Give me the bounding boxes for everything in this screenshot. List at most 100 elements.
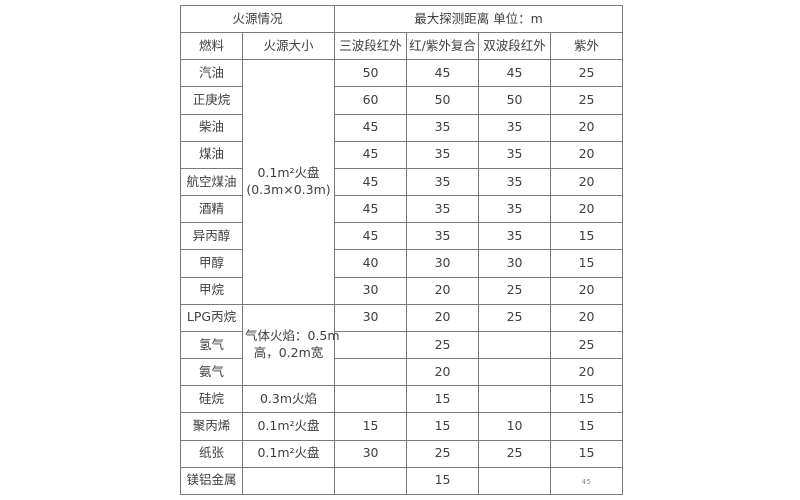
table-row: 硅烷 0.3m火焰 15 15 xyxy=(180,385,624,414)
cell-ir-uv-combo: 50 xyxy=(406,86,480,115)
cell-uv: 15 xyxy=(550,222,624,251)
cell-fire-size: 0.1m²火盘 xyxy=(241,412,336,441)
cell-ir-uv-combo: 20 xyxy=(406,276,480,305)
cell-dual-band-ir: 30 xyxy=(478,249,552,278)
cell-fuel: 酒精 xyxy=(180,195,243,224)
cell-fire-size: 0.3m火焰 xyxy=(241,385,336,414)
cell-fuel: 异丙醇 xyxy=(180,222,243,251)
cell-fuel: 纸张 xyxy=(180,439,243,468)
table-column-header-row: 燃料 火源大小 三波段红外 红/紫外复合 双波段红外 紫外 xyxy=(180,32,624,61)
table-row: 汽油 0.1m²火盘 (0.3m×0.3m) 50 45 45 25 xyxy=(180,59,624,305)
cell-dual-band-ir: 35 xyxy=(478,113,552,142)
cell-fire-size-gas-flame-merged: 气体火焰：0.5m 高，0.2m宽 xyxy=(241,303,340,387)
table-row: 酒精 45 35 35 20 xyxy=(180,195,624,224)
cell-dual-band-ir: 35 xyxy=(478,222,552,251)
detection-distance-table: 火源情况 最大探测距离 单位：m 燃料 火源大小 三波段红外 红/紫外复合 双波… xyxy=(179,4,624,496)
cell-fire-size-pan-merged: 0.1m²火盘 (0.3m×0.3m) xyxy=(241,59,336,305)
gas-flame-line-1: 气体火焰：0.5m xyxy=(245,328,340,344)
cell-tri-band-ir: 60 xyxy=(334,86,408,115)
cell-uv: 20 xyxy=(550,167,624,197)
cell-uv: 20 xyxy=(550,113,624,142)
table-group-header-row: 火源情况 最大探测距离 单位：m xyxy=(179,4,624,34)
table-row: 纸张 0.1m²火盘 30 25 25 15 xyxy=(180,439,624,468)
column-header-ir-uv-combo: 红/紫外复合 xyxy=(406,32,480,61)
cell-ir-uv-combo: 35 xyxy=(406,113,480,142)
table-row: 异丙醇 45 35 35 15 xyxy=(180,222,624,251)
cell-dual-band-ir: 50 xyxy=(478,86,552,115)
table-row: 正庚烷 60 50 50 25 xyxy=(180,86,624,115)
cell-uv: 15 xyxy=(550,385,624,414)
cell-fuel: 镁铝金属 xyxy=(180,466,243,496)
cell-tri-band-ir: 45 xyxy=(334,222,408,251)
cell-tri-band-ir xyxy=(334,358,408,387)
cell-dual-band-ir xyxy=(478,385,552,414)
cell-ir-uv-combo: 35 xyxy=(406,195,480,224)
cell-dual-band-ir xyxy=(478,358,552,387)
cell-dual-band-ir: 35 xyxy=(478,140,552,169)
cell-dual-band-ir: 25 xyxy=(478,439,552,468)
table-row: 柴油 45 35 35 20 xyxy=(180,113,624,142)
cell-tri-band-ir: 45 xyxy=(334,113,408,142)
cell-ir-uv-combo: 25 xyxy=(406,439,480,468)
table-row: 镁铝金属 15 45 xyxy=(180,466,624,496)
cell-fuel: 硅烷 xyxy=(180,385,243,414)
cell-tri-band-ir xyxy=(334,330,408,360)
cell-uv: 20 xyxy=(550,140,624,169)
page-number-mark: 45 xyxy=(581,478,592,487)
table-row: 氨气 20 20 xyxy=(180,358,624,387)
cell-uv: 15 xyxy=(550,412,624,441)
cell-ir-uv-combo: 45 xyxy=(406,59,480,88)
column-header-dual-band-ir: 双波段红外 xyxy=(478,32,552,61)
cell-dual-band-ir: 35 xyxy=(478,167,552,197)
cell-uv: 45 xyxy=(550,466,624,496)
cell-uv: 20 xyxy=(550,358,624,387)
cell-dual-band-ir: 45 xyxy=(478,59,552,88)
cell-fuel: 聚丙烯 xyxy=(180,412,243,441)
pan-fire-line-1: 0.1m²火盘 xyxy=(257,165,320,181)
column-header-uv: 紫外 xyxy=(550,32,624,61)
cell-ir-uv-combo: 35 xyxy=(406,140,480,169)
table-row: 煤油 45 35 35 20 xyxy=(180,140,624,169)
cell-tri-band-ir: 50 xyxy=(334,59,408,88)
cell-tri-band-ir xyxy=(334,385,408,414)
column-header-fuel: 燃料 xyxy=(180,32,243,61)
cell-fuel: LPG丙烷 xyxy=(180,303,243,332)
cell-dual-band-ir: 10 xyxy=(478,412,552,441)
cell-ir-uv-combo: 30 xyxy=(406,249,480,278)
cell-dual-band-ir: 25 xyxy=(478,276,552,305)
cell-uv: 20 xyxy=(550,276,624,305)
cell-tri-band-ir: 30 xyxy=(334,276,408,305)
cell-ir-uv-combo: 20 xyxy=(406,303,480,332)
cell-uv: 25 xyxy=(550,86,624,115)
cell-fire-size: 0.1m²火盘 xyxy=(241,439,336,468)
cell-fuel: 氨气 xyxy=(180,358,243,387)
cell-uv: 15 xyxy=(550,249,624,278)
cell-fuel: 煤油 xyxy=(180,140,243,169)
group-header-fire-source: 火源情况 xyxy=(179,4,336,34)
detection-distance-table-container: 火源情况 最大探测距离 单位：m 燃料 火源大小 三波段红外 红/紫外复合 双波… xyxy=(179,4,624,496)
cell-ir-uv-combo: 20 xyxy=(406,358,480,387)
column-header-tri-band-ir: 三波段红外 xyxy=(334,32,408,61)
cell-uv: 25 xyxy=(550,330,624,360)
cell-tri-band-ir: 30 xyxy=(334,439,408,468)
group-header-max-distance: 最大探测距离 单位：m xyxy=(334,4,624,34)
cell-tri-band-ir: 40 xyxy=(334,249,408,278)
cell-tri-band-ir: 45 xyxy=(334,167,408,197)
cell-tri-band-ir xyxy=(334,466,408,496)
cell-dual-band-ir xyxy=(478,330,552,360)
cell-uv: 20 xyxy=(550,303,624,332)
cell-fuel: 柴油 xyxy=(180,113,243,142)
cell-ir-uv-combo: 35 xyxy=(406,222,480,251)
table-row: 聚丙烯 0.1m²火盘 15 15 10 15 xyxy=(180,412,624,441)
cell-uv: 15 xyxy=(550,439,624,468)
cell-fire-size xyxy=(241,466,336,496)
cell-fuel: 氢气 xyxy=(180,330,243,360)
cell-tri-band-ir: 45 xyxy=(334,140,408,169)
cell-tri-band-ir: 45 xyxy=(334,195,408,224)
cell-tri-band-ir: 15 xyxy=(334,412,408,441)
cell-ir-uv-combo: 15 xyxy=(406,412,480,441)
gas-flame-line-2: 高，0.2m宽 xyxy=(253,344,324,360)
cell-fuel: 汽油 xyxy=(180,59,243,88)
cell-ir-uv-combo: 15 xyxy=(406,385,480,414)
cell-uv: 25 xyxy=(550,59,624,88)
